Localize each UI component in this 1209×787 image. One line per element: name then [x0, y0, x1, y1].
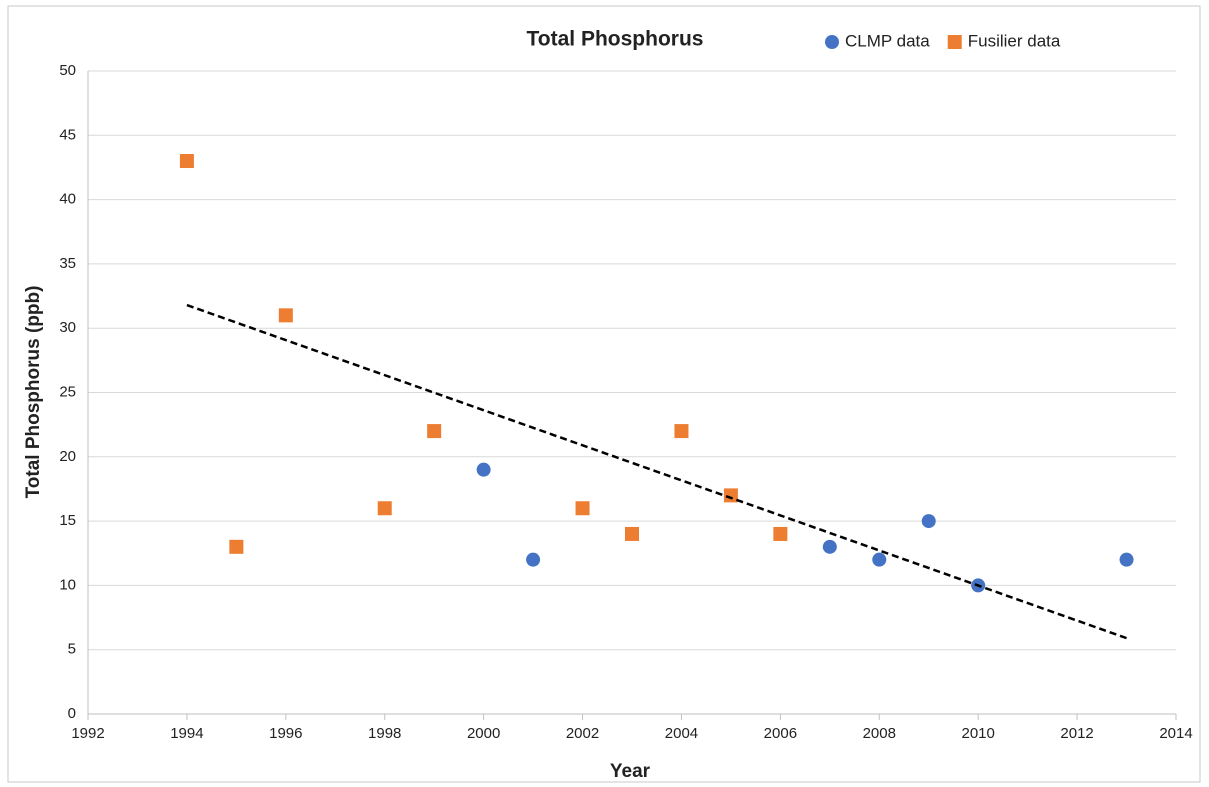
chart-title: Total Phosphorus [527, 28, 704, 51]
legend-label: Fusilier data [968, 31, 1061, 50]
legend-label: CLMP data [845, 31, 930, 50]
x-tick-label: 2002 [566, 725, 599, 742]
y-tick-label: 35 [59, 255, 76, 272]
x-tick-label: 1994 [170, 725, 203, 742]
x-tick-label: 2014 [1159, 725, 1192, 742]
y-tick-label: 25 [59, 383, 76, 400]
x-tick-label: 2000 [467, 725, 500, 742]
point [625, 526, 639, 541]
point [179, 154, 194, 169]
y-tick-label: 30 [59, 319, 76, 336]
x-tick-label: 1992 [71, 725, 104, 742]
point [575, 501, 590, 516]
x-tick-label: 2012 [1060, 725, 1093, 742]
y-tick-label: 50 [59, 62, 76, 79]
y-tick-label: 5 [68, 641, 76, 658]
y-axis-label: Total Phosphorus (ppb) [23, 286, 44, 499]
y-tick-label: 0 [68, 705, 76, 722]
legend-marker [825, 35, 839, 49]
point [427, 424, 442, 439]
x-tick-label: 2004 [665, 725, 698, 742]
point [526, 552, 541, 567]
point [1119, 552, 1134, 567]
point [773, 526, 788, 541]
x-tick-label: 2006 [764, 725, 797, 742]
y-tick-label: 45 [59, 126, 76, 143]
x-tick-label: 2010 [961, 725, 994, 742]
x-axis-label: Year [610, 761, 651, 782]
point [723, 488, 738, 503]
y-tick-label: 20 [59, 448, 76, 465]
chart-frame [7, 5, 1201, 783]
y-tick-label: 40 [59, 191, 76, 208]
point [476, 462, 491, 477]
point [674, 424, 689, 439]
x-tick-label: 1998 [368, 725, 401, 742]
x-tick-label: 1996 [269, 725, 302, 742]
y-tick-label: 10 [59, 576, 76, 593]
legend-marker [947, 35, 962, 49]
point [872, 552, 887, 567]
point [278, 308, 293, 323]
point [822, 539, 837, 554]
y-tick-label: 15 [59, 512, 76, 529]
point [921, 514, 936, 529]
point [377, 501, 392, 516]
x-tick-label: 2008 [863, 725, 896, 742]
point [229, 539, 244, 554]
trendline [186, 303, 1127, 640]
